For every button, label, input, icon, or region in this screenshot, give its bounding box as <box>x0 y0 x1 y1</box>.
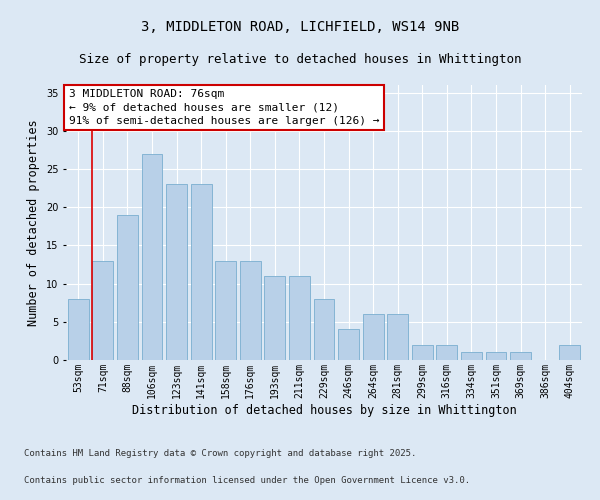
Bar <box>166 184 187 360</box>
Bar <box>387 314 408 360</box>
Text: 3 MIDDLETON ROAD: 76sqm
← 9% of detached houses are smaller (12)
91% of semi-det: 3 MIDDLETON ROAD: 76sqm ← 9% of detached… <box>68 89 379 126</box>
Bar <box>215 260 236 360</box>
Bar <box>92 260 113 360</box>
Bar <box>412 344 433 360</box>
Bar <box>485 352 506 360</box>
Text: Contains public sector information licensed under the Open Government Licence v3: Contains public sector information licen… <box>24 476 470 485</box>
Bar <box>436 344 457 360</box>
Bar <box>240 260 261 360</box>
Bar <box>461 352 482 360</box>
Bar <box>362 314 383 360</box>
Bar <box>117 215 138 360</box>
Text: 3, MIDDLETON ROAD, LICHFIELD, WS14 9NB: 3, MIDDLETON ROAD, LICHFIELD, WS14 9NB <box>141 20 459 34</box>
Text: Contains HM Land Registry data © Crown copyright and database right 2025.: Contains HM Land Registry data © Crown c… <box>24 448 416 458</box>
Bar <box>142 154 163 360</box>
Y-axis label: Number of detached properties: Number of detached properties <box>28 119 40 326</box>
Text: Size of property relative to detached houses in Whittington: Size of property relative to detached ho… <box>79 52 521 66</box>
Bar <box>559 344 580 360</box>
Bar <box>289 276 310 360</box>
X-axis label: Distribution of detached houses by size in Whittington: Distribution of detached houses by size … <box>131 404 517 416</box>
Bar <box>510 352 531 360</box>
Bar <box>314 299 334 360</box>
Bar <box>338 330 359 360</box>
Bar <box>265 276 286 360</box>
Bar <box>68 299 89 360</box>
Bar <box>191 184 212 360</box>
